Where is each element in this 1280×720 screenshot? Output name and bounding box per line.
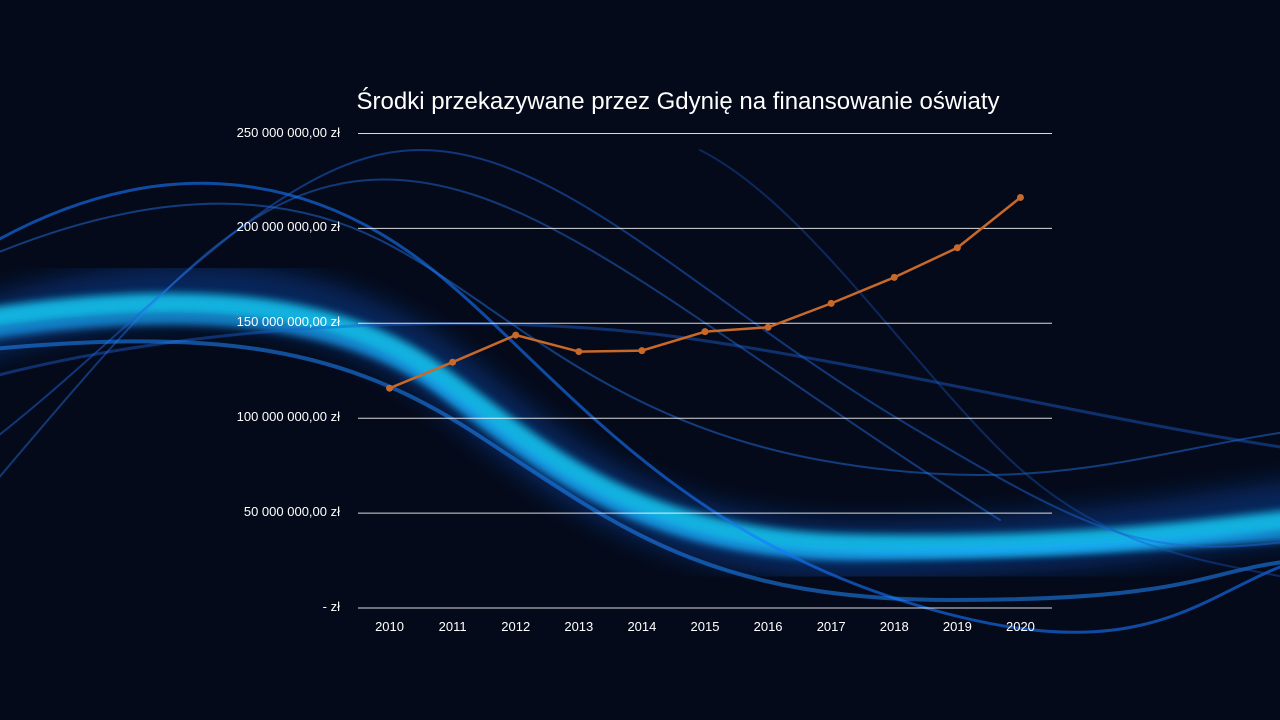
x-tick-label: 2018 bbox=[879, 619, 909, 634]
gridlines bbox=[358, 133, 1052, 609]
x-tick-label: 2019 bbox=[942, 619, 972, 634]
data-point-2017 bbox=[827, 299, 835, 307]
y-tick-label: 250 000 000,00 zł bbox=[236, 124, 340, 140]
data-point-2018 bbox=[890, 273, 898, 281]
x-tick-label: 2017 bbox=[816, 619, 846, 634]
data-point-2016 bbox=[764, 323, 772, 331]
x-tick-label: 2010 bbox=[375, 619, 404, 634]
y-tick-label: - zł bbox=[322, 599, 340, 614]
y-tick-label: 200 000 000,00 zł bbox=[236, 219, 340, 235]
data-point-2019 bbox=[953, 244, 961, 252]
data-point-2011 bbox=[449, 358, 457, 366]
x-tick-label: 2020 bbox=[1005, 619, 1035, 634]
data-point-2014 bbox=[638, 347, 646, 355]
data-series bbox=[386, 193, 1024, 392]
x-tick-label: 2012 bbox=[501, 619, 531, 634]
x-tick-label: 2011 bbox=[438, 619, 467, 634]
data-point-2012 bbox=[512, 331, 520, 339]
data-point-2010 bbox=[386, 384, 394, 392]
x-tick-label: 2013 bbox=[564, 619, 594, 634]
y-tick-label: 50 000 000,00 zł bbox=[243, 504, 340, 520]
x-tick-label: 2015 bbox=[690, 619, 720, 634]
y-tick-label: 100 000 000,00 zł bbox=[236, 409, 340, 425]
x-tick-label: 2014 bbox=[627, 619, 657, 634]
x-tick-label: 2016 bbox=[753, 619, 783, 634]
data-point-2020 bbox=[1016, 193, 1024, 201]
data-point-2015 bbox=[701, 328, 709, 336]
y-tick-label: 150 000 000,00 zł bbox=[236, 314, 340, 330]
data-point-2013 bbox=[575, 348, 583, 356]
chart-title: Środki przekazywane przez Gdynię na fina… bbox=[356, 88, 1000, 115]
series-line bbox=[389, 196, 1022, 390]
